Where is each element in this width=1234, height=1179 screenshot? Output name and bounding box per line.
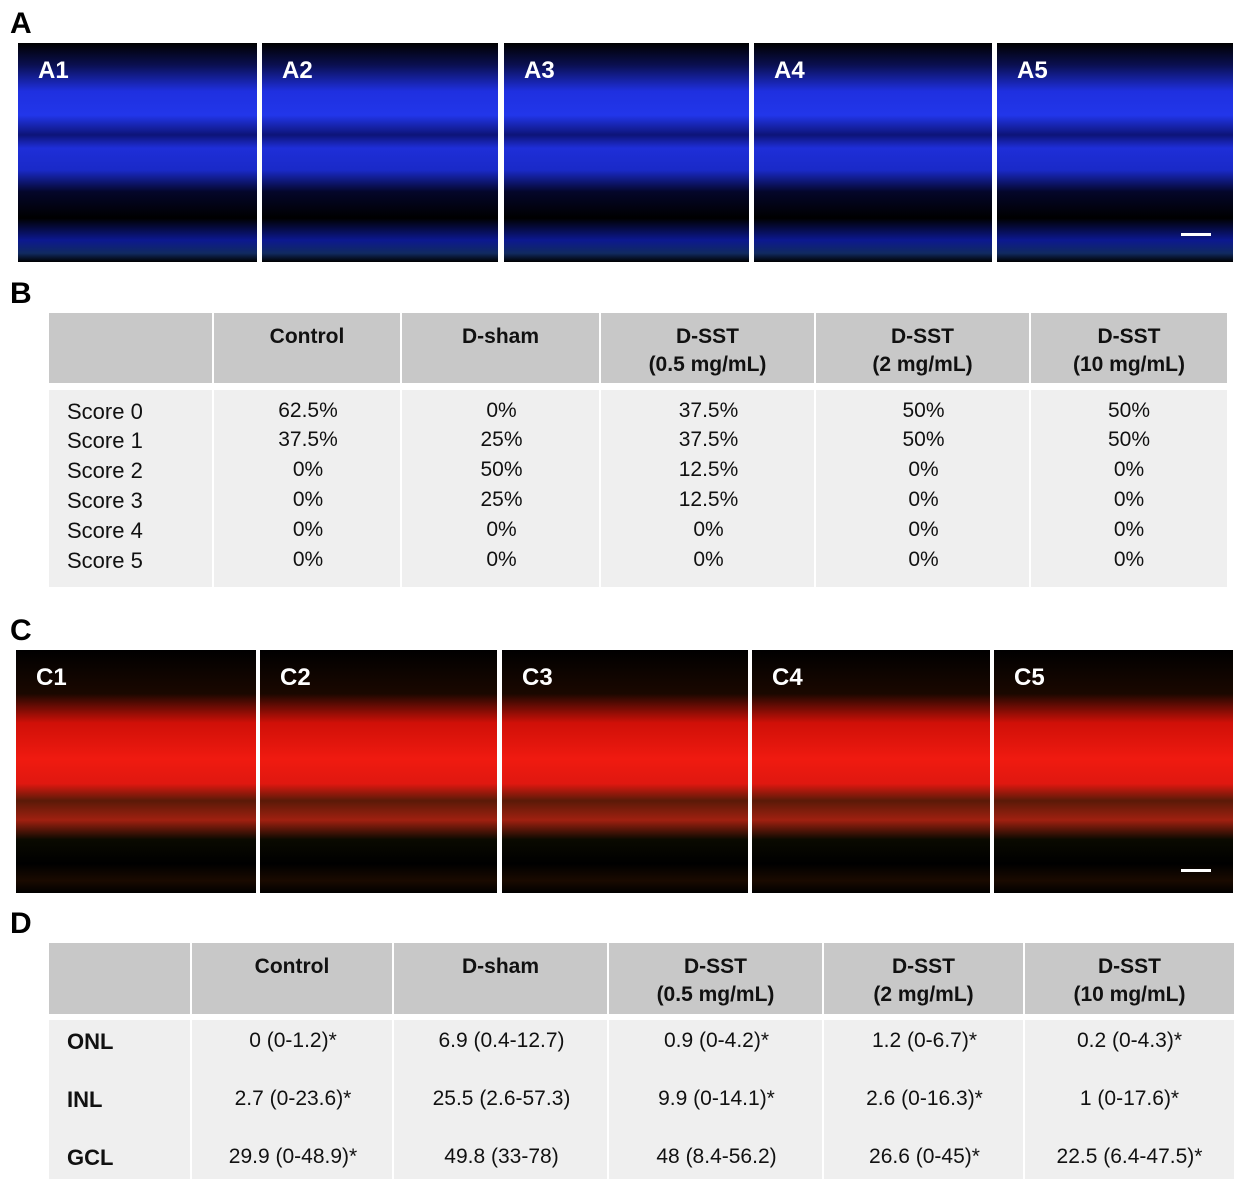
figure: {"panel_a": {"label": "A", "images": ["A…	[0, 0, 1234, 1179]
header-text: D-SST	[601, 323, 814, 351]
cell-value: 0%	[402, 518, 601, 542]
cell-value: 25%	[402, 428, 601, 452]
header-cell	[49, 943, 190, 1014]
header-cell: D-SST(2 mg/mL)	[816, 313, 1029, 383]
image-label: A2	[282, 57, 313, 85]
cell-value: 0%	[1031, 458, 1227, 482]
cell-value: 0%	[1031, 518, 1227, 542]
cell-value: 0%	[214, 518, 402, 542]
header-text: Control	[214, 323, 400, 351]
cell-value: 6.9 (0.4-12.7)	[394, 1029, 609, 1053]
cell-value: 50%	[1031, 428, 1227, 452]
header-cell: Control	[192, 943, 392, 1014]
cell-value: 0%	[214, 548, 402, 572]
header-text: D-sham	[394, 953, 607, 981]
header-text: D-SST	[824, 953, 1023, 981]
row-label: GCL	[67, 1145, 113, 1171]
cell-value: 50%	[402, 458, 601, 482]
row-label: Score 0	[67, 399, 143, 425]
cell-value: 62.5%	[214, 399, 402, 423]
cell-value: 22.5 (6.4-47.5)*	[1025, 1145, 1234, 1169]
image-label: C3	[522, 664, 553, 692]
row-label: ONL	[67, 1029, 113, 1055]
cell-value: 1 (0-17.6)*	[1025, 1087, 1234, 1111]
scale-bar	[1181, 233, 1211, 236]
image-label: A3	[524, 57, 555, 85]
image-label: A5	[1017, 57, 1048, 85]
header-cell: D-SST(0.5 mg/mL)	[601, 313, 814, 383]
cell-value: 0 (0-1.2)*	[192, 1029, 394, 1053]
header-text: (10 mg/mL)	[1025, 981, 1234, 1009]
cell-value: 0%	[601, 548, 816, 572]
cell-value: 2.7 (0-23.6)*	[192, 1087, 394, 1111]
header-text: D-SST	[1025, 953, 1234, 981]
header-cell: D-sham	[394, 943, 607, 1014]
panel-label: A	[10, 7, 32, 41]
cell-value: 0%	[1031, 488, 1227, 512]
cell-value: 12.5%	[601, 488, 816, 512]
cell-value: 0%	[214, 458, 402, 482]
cell-value: 50%	[816, 428, 1031, 452]
panel-label: B	[10, 277, 32, 311]
image-label: C5	[1014, 664, 1045, 692]
cell-value: 37.5%	[601, 428, 816, 452]
cell-value: 26.6 (0-45)*	[824, 1145, 1025, 1169]
cell-value: 0%	[214, 488, 402, 512]
row-label: Score 2	[67, 458, 143, 484]
cell-value: 0%	[402, 399, 601, 423]
cell-value: 0%	[402, 548, 601, 572]
header-text: Control	[192, 953, 392, 981]
cell-value: 25.5 (2.6-57.3)	[394, 1087, 609, 1111]
cell-value: 0%	[1031, 548, 1227, 572]
cell-value: 0%	[816, 488, 1031, 512]
cell-value: 0%	[816, 518, 1031, 542]
header-cell: D-SST(2 mg/mL)	[824, 943, 1023, 1014]
row-label: Score 4	[67, 518, 143, 544]
cell-value: 2.6 (0-16.3)*	[824, 1087, 1025, 1111]
header-cell: D-SST(10 mg/mL)	[1031, 313, 1227, 383]
header-text: (0.5 mg/mL)	[601, 351, 814, 379]
cell-value: 1.2 (0-6.7)*	[824, 1029, 1025, 1053]
header-cell: Control	[214, 313, 400, 383]
scale-bar	[1181, 869, 1211, 872]
header-text: (2 mg/mL)	[816, 351, 1029, 379]
cell-value: 9.9 (0-14.1)*	[609, 1087, 824, 1111]
image-label: A1	[38, 57, 69, 85]
header-cell: D-sham	[402, 313, 599, 383]
cell-value: 0.2 (0-4.3)*	[1025, 1029, 1234, 1053]
cell-value: 37.5%	[601, 399, 816, 423]
cell-value: 50%	[1031, 399, 1227, 423]
panel-label: C	[10, 614, 32, 648]
image-label: C2	[280, 664, 311, 692]
cell-value: 50%	[816, 399, 1031, 423]
cell-value: 12.5%	[601, 458, 816, 482]
cell-value: 49.8 (33-78)	[394, 1145, 609, 1169]
header-cell	[49, 313, 212, 383]
header-text: D-SST	[816, 323, 1029, 351]
image-label: C1	[36, 664, 67, 692]
header-cell: D-SST(10 mg/mL)	[1025, 943, 1234, 1014]
cell-value: 0%	[816, 548, 1031, 572]
header-text: D-SST	[1031, 323, 1227, 351]
cell-value: 25%	[402, 488, 601, 512]
cell-value: 37.5%	[214, 428, 402, 452]
row-label: Score 3	[67, 488, 143, 514]
image-label: C4	[772, 664, 803, 692]
cell-value: 48 (8.4-56.2)	[609, 1145, 824, 1169]
cell-value: 0%	[601, 518, 816, 542]
header-text: (2 mg/mL)	[824, 981, 1023, 1009]
cell-value: 29.9 (0-48.9)*	[192, 1145, 394, 1169]
row-label: Score 1	[67, 428, 143, 454]
row-label: Score 5	[67, 548, 143, 574]
header-text: (10 mg/mL)	[1031, 351, 1227, 379]
cell-value: 0.9 (0-4.2)*	[609, 1029, 824, 1053]
image-label: A4	[774, 57, 805, 85]
row-label: INL	[67, 1087, 102, 1113]
header-cell: D-SST(0.5 mg/mL)	[609, 943, 822, 1014]
panel-label: D	[10, 907, 32, 941]
header-text: D-SST	[609, 953, 822, 981]
cell-value: 0%	[816, 458, 1031, 482]
header-text: (0.5 mg/mL)	[609, 981, 822, 1009]
header-text: D-sham	[402, 323, 599, 351]
